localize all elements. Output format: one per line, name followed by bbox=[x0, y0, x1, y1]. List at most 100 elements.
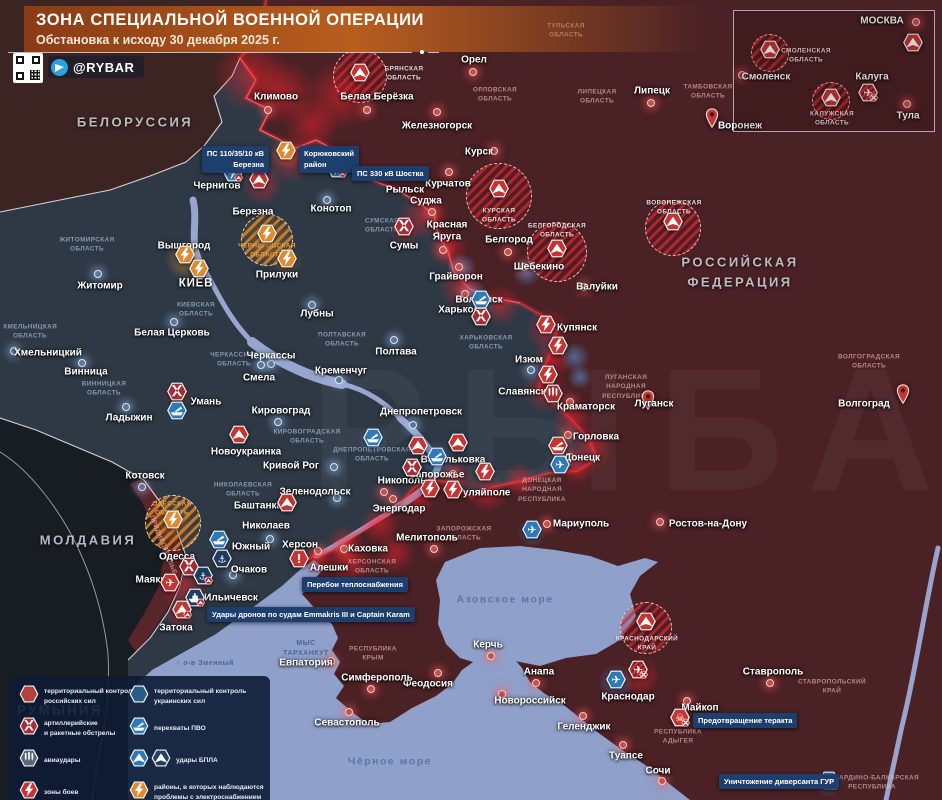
marker-wing-icon bbox=[663, 211, 684, 237]
marker-wing-icon bbox=[547, 238, 568, 264]
city-dot bbox=[274, 418, 282, 426]
city-dot bbox=[738, 71, 746, 79]
city-label: Одесса bbox=[158, 551, 196, 563]
legend-bolt-icon bbox=[129, 780, 149, 800]
city-label: Затока bbox=[159, 622, 193, 634]
city-dot bbox=[340, 545, 348, 553]
city-label: Каховка bbox=[348, 543, 388, 555]
city-label: Зеленодольск bbox=[279, 486, 351, 498]
marker-pvo-icon bbox=[167, 400, 188, 426]
oblast-label: ХАРЬКОВСКАЯ ОБЛАСТЬ bbox=[459, 334, 513, 351]
marker-pvo-icon bbox=[209, 529, 230, 555]
city-dot bbox=[504, 248, 512, 256]
city-dot bbox=[566, 453, 574, 461]
legend-icon bbox=[19, 716, 39, 741]
svg-text:✈: ✈ bbox=[863, 86, 873, 100]
city-label: Волгоград bbox=[838, 398, 890, 410]
legend-item: территориальный контроль российских сил bbox=[19, 684, 136, 709]
city-label: Южный bbox=[231, 541, 271, 553]
city-label: Смела bbox=[242, 372, 276, 384]
marker-wing-icon bbox=[408, 435, 429, 461]
marker-pvo-icon bbox=[363, 427, 384, 453]
city-label: Орел bbox=[461, 54, 487, 66]
city-dot bbox=[656, 518, 664, 526]
marker-wing-icon bbox=[489, 178, 510, 204]
city-label: Железногорск bbox=[401, 120, 473, 132]
legend-item: территориальный контроль украинских сил bbox=[129, 684, 261, 709]
city-dot bbox=[335, 376, 343, 384]
telegram-icon bbox=[51, 58, 68, 76]
marker-skull-icon: ☠ bbox=[670, 707, 691, 733]
legend-right-column: территориальный контроль украинских сил п… bbox=[129, 684, 264, 800]
city-label: Краматорск bbox=[556, 401, 616, 413]
city-label: Ладыжин bbox=[105, 412, 153, 424]
marker-jet-icon: ✈ bbox=[522, 519, 543, 545]
oblast-label: СУМСКАЯ ОБЛАСТЬ bbox=[364, 217, 400, 234]
city-label: Николаев bbox=[242, 520, 290, 532]
city-dot bbox=[658, 777, 666, 785]
legend-panel: территориальный контроль российских сил а… bbox=[10, 676, 270, 800]
city-label: Белая Церковь bbox=[134, 327, 210, 339]
legend-pvo-icon bbox=[129, 716, 149, 741]
legend-icon bbox=[129, 780, 149, 800]
oblast-label: СМОЛЕНСКАЯ ОБЛАСТЬ bbox=[781, 47, 831, 64]
hatched-area-circle bbox=[333, 49, 387, 103]
oblast-label: ЛУГАНСКАЯ НАРОДНАЯ РЕСПУБЛИКА bbox=[602, 374, 650, 400]
marker-wing-icon bbox=[903, 32, 924, 58]
telegram-handle[interactable]: @RYBAR bbox=[48, 56, 145, 78]
legend-icon bbox=[129, 716, 149, 741]
city-dot bbox=[766, 679, 774, 687]
marker-jet-icon: ✈ bbox=[606, 669, 627, 695]
oblast-label: ХЕРСОНСКАЯ ОБЛАСТЬ bbox=[347, 558, 397, 575]
legend-icon bbox=[19, 684, 39, 709]
oblast-label: ДОНЕЦКАЯ НАРОДНАЯ РЕСПУБЛИКА bbox=[518, 477, 566, 503]
region-label: МОЛДАВИЯ bbox=[39, 532, 137, 548]
legend-bolt-icon bbox=[19, 780, 39, 800]
city-dot bbox=[566, 398, 574, 406]
oblast-label: КУРСКАЯ ОБЛАСТЬ bbox=[481, 207, 517, 224]
oblast-label: ВОРОНЕЖСКАЯ ОБЛАСТЬ bbox=[646, 199, 702, 216]
city-dot bbox=[647, 99, 655, 107]
marker-anchor-icon: ⚓ bbox=[193, 565, 214, 591]
city-dot bbox=[449, 470, 457, 478]
legend-item: авиаудары bbox=[19, 748, 121, 773]
marker-bolt-icon bbox=[175, 244, 196, 270]
city-dot bbox=[683, 697, 691, 705]
city-label: Геленджик bbox=[557, 721, 611, 733]
oblast-label: БЕЛГОРОДСКАЯ ОБЛАСТЬ bbox=[528, 222, 586, 239]
city-dot bbox=[122, 403, 130, 411]
banner-underline bbox=[8, 52, 412, 53]
svg-text:✈: ✈ bbox=[611, 673, 621, 687]
legend-item-label: артиллерийские и ракетные обстрелы bbox=[44, 719, 116, 737]
city-label: Запорожье bbox=[409, 469, 465, 481]
legend-icon bbox=[19, 780, 39, 800]
oblast-label: КАЛУЖСКАЯ ОБЛАСТЬ bbox=[810, 110, 854, 127]
city-label: Рыльск bbox=[385, 184, 425, 196]
city-label: Херсон bbox=[281, 539, 319, 551]
city-pin bbox=[640, 389, 656, 415]
svg-text:!: ! bbox=[296, 552, 302, 566]
marker-wing-icon bbox=[249, 169, 270, 195]
marker-excl-icon: ! bbox=[289, 548, 310, 574]
legend-art-icon bbox=[19, 716, 39, 741]
city-dot bbox=[409, 421, 417, 429]
oblast-label: КРАСНОДАРСКИЙ КРАЙ bbox=[615, 635, 679, 652]
callout-label: Предотвращение теракта bbox=[693, 713, 798, 729]
city-label: Керчь bbox=[473, 639, 503, 651]
marker-anchor-icon: ⚓ bbox=[212, 548, 233, 574]
sea-label: Чёрное море bbox=[348, 755, 432, 768]
region-label: РОССИЙСКАЯ ФЕДЕРАЦИЯ bbox=[681, 254, 799, 290]
city-label: Анапа bbox=[523, 666, 555, 678]
city-dot bbox=[490, 147, 498, 155]
svg-text:✈: ✈ bbox=[527, 523, 537, 537]
svg-text:✈: ✈ bbox=[633, 663, 643, 677]
city-pin bbox=[704, 107, 720, 133]
region-label: БЕЛОРУССИЯ bbox=[76, 114, 194, 130]
city-dot bbox=[323, 196, 331, 204]
city-label: Баштанка bbox=[233, 500, 283, 512]
marker-wing-icon bbox=[636, 611, 657, 637]
city-label: Чернигов bbox=[193, 180, 241, 192]
city-label: Кременчуг bbox=[314, 365, 368, 377]
legend-plain-icon bbox=[19, 684, 39, 709]
legend-item: артиллерийские и ракетные обстрелы bbox=[19, 716, 121, 741]
